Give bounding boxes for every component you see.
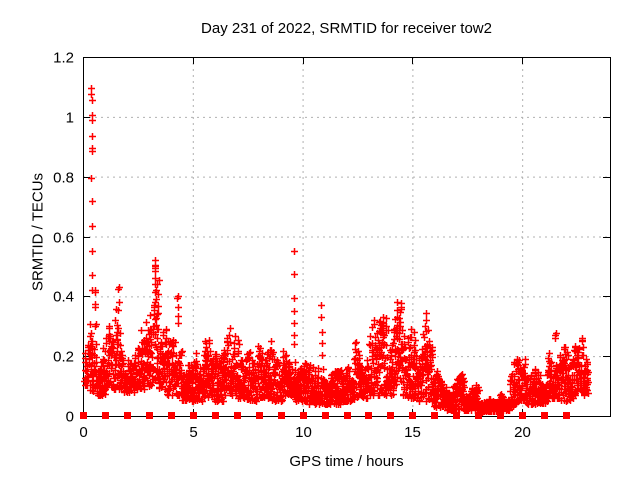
zero-hour-marker — [322, 412, 329, 419]
zero-hour-marker — [453, 412, 460, 419]
zero-hour-marker — [409, 412, 416, 419]
y-tick-label: 0 — [66, 409, 74, 426]
zero-hour-marker — [190, 412, 197, 419]
zero-hour-marker — [431, 412, 438, 419]
zero-hour-marker — [365, 412, 372, 419]
x-tick-label: 20 — [514, 424, 531, 441]
zero-hour-marker — [300, 412, 307, 419]
y-tick-label: 1 — [66, 110, 74, 127]
y-tick-label: 0.2 — [53, 349, 74, 366]
y-tick-label: 1.2 — [53, 50, 74, 67]
zero-hour-marker — [519, 412, 526, 419]
srmtid-data-points — [81, 85, 592, 416]
chart-title: Day 231 of 2022, SRMTID for receiver tow… — [201, 20, 492, 37]
zero-hour-marker — [497, 412, 504, 419]
x-tick-label: 5 — [189, 424, 197, 441]
zero-hour-marker — [278, 412, 285, 419]
y-tick-label: 0.4 — [53, 289, 74, 306]
zero-hour-marker — [234, 412, 241, 419]
y-tick-label: 0.8 — [53, 170, 74, 187]
y-tick-label: 0.6 — [53, 230, 74, 247]
zero-hour-marker — [212, 412, 219, 419]
x-tick-label: 10 — [295, 424, 312, 441]
zero-hour-marker — [124, 412, 131, 419]
zero-hour-marker — [256, 412, 263, 419]
x-axis-title: GPS time / hours — [289, 453, 404, 470]
zero-hour-marker — [563, 412, 570, 419]
zero-hour-marker — [475, 412, 482, 419]
zero-hour-marker — [168, 412, 175, 419]
zero-hour-marker — [102, 412, 109, 419]
x-tick-label: 15 — [404, 424, 421, 441]
zero-hour-marker — [387, 412, 394, 419]
zero-hour-marker — [80, 412, 87, 419]
zero-hour-marker — [146, 412, 153, 419]
zero-hour-marker — [344, 412, 351, 419]
x-tick-label: 0 — [79, 424, 87, 441]
zero-hour-marker — [541, 412, 548, 419]
